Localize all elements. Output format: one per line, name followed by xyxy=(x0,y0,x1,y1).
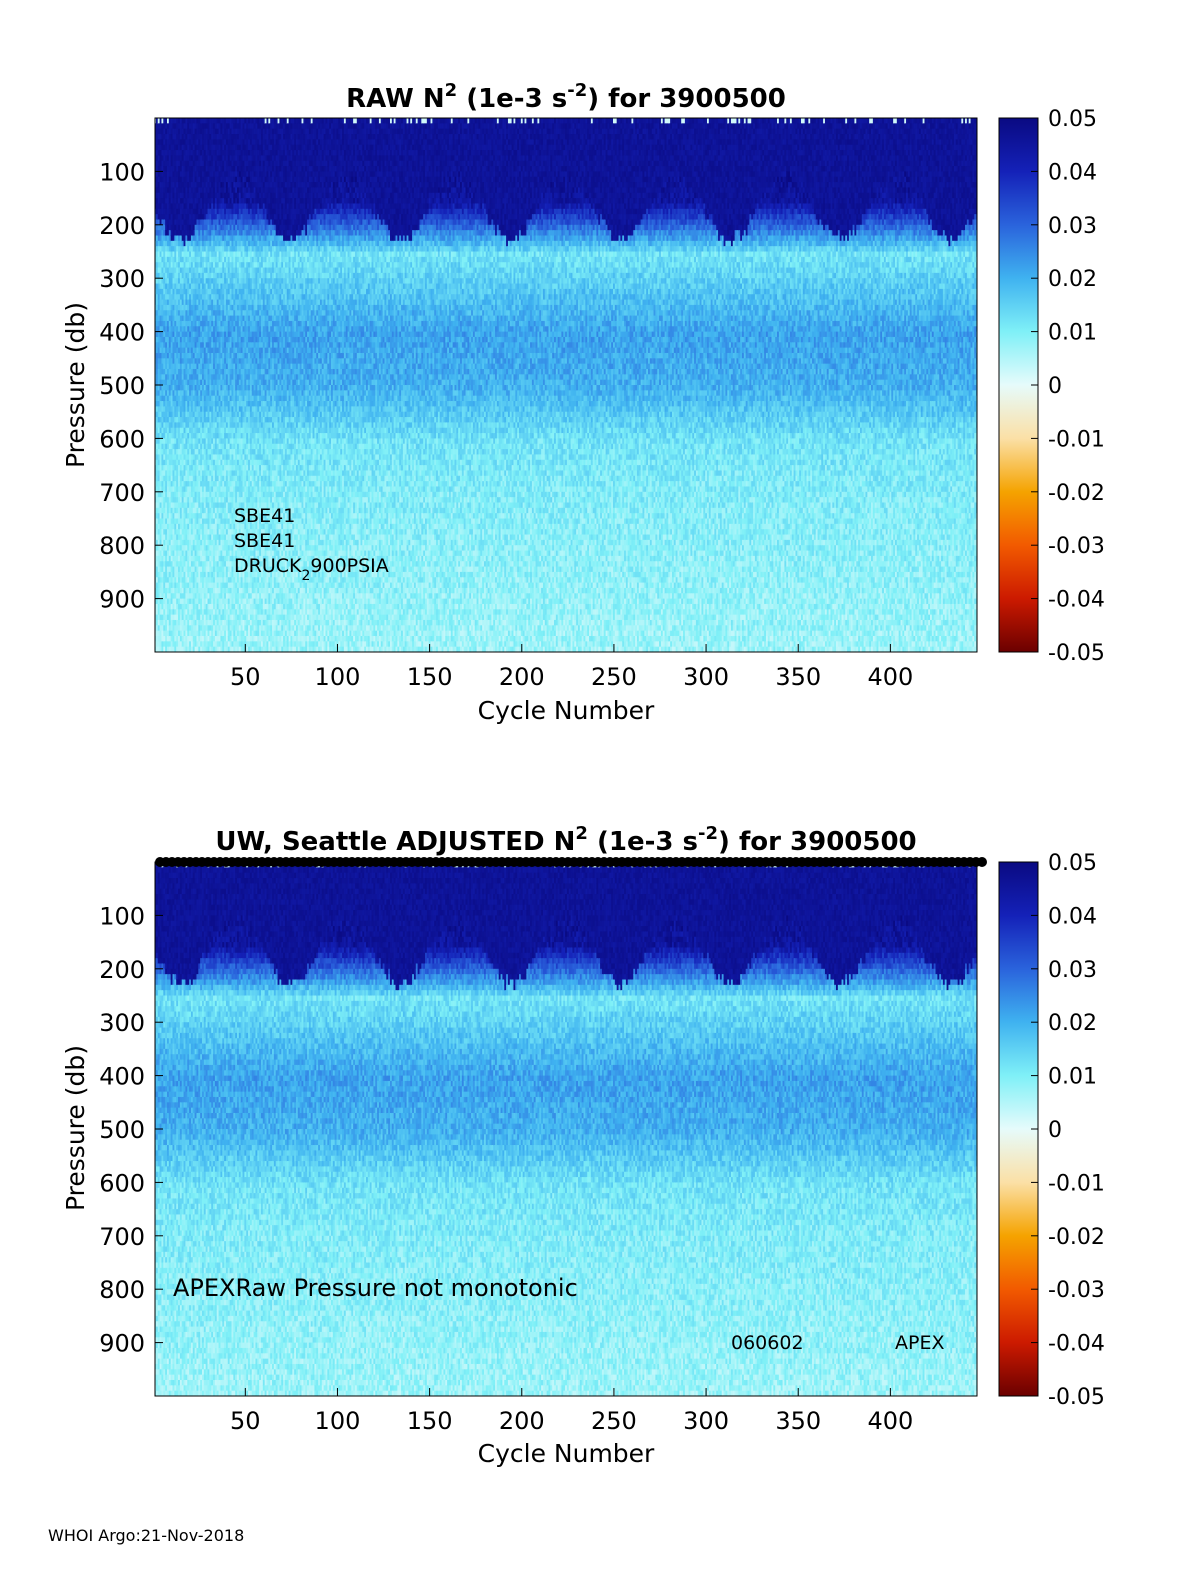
raw-panel: RAW N2 (1e-3 s-2) for 3900500 1002003004… xyxy=(61,80,1105,725)
raw-chart-title: RAW N2 (1e-3 s-2) for 3900500 xyxy=(346,80,786,114)
